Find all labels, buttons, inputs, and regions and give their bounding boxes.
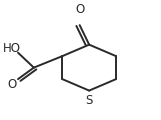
Text: O: O bbox=[7, 78, 16, 91]
Text: HO: HO bbox=[3, 42, 21, 55]
Text: S: S bbox=[85, 94, 93, 107]
Text: O: O bbox=[75, 3, 84, 16]
